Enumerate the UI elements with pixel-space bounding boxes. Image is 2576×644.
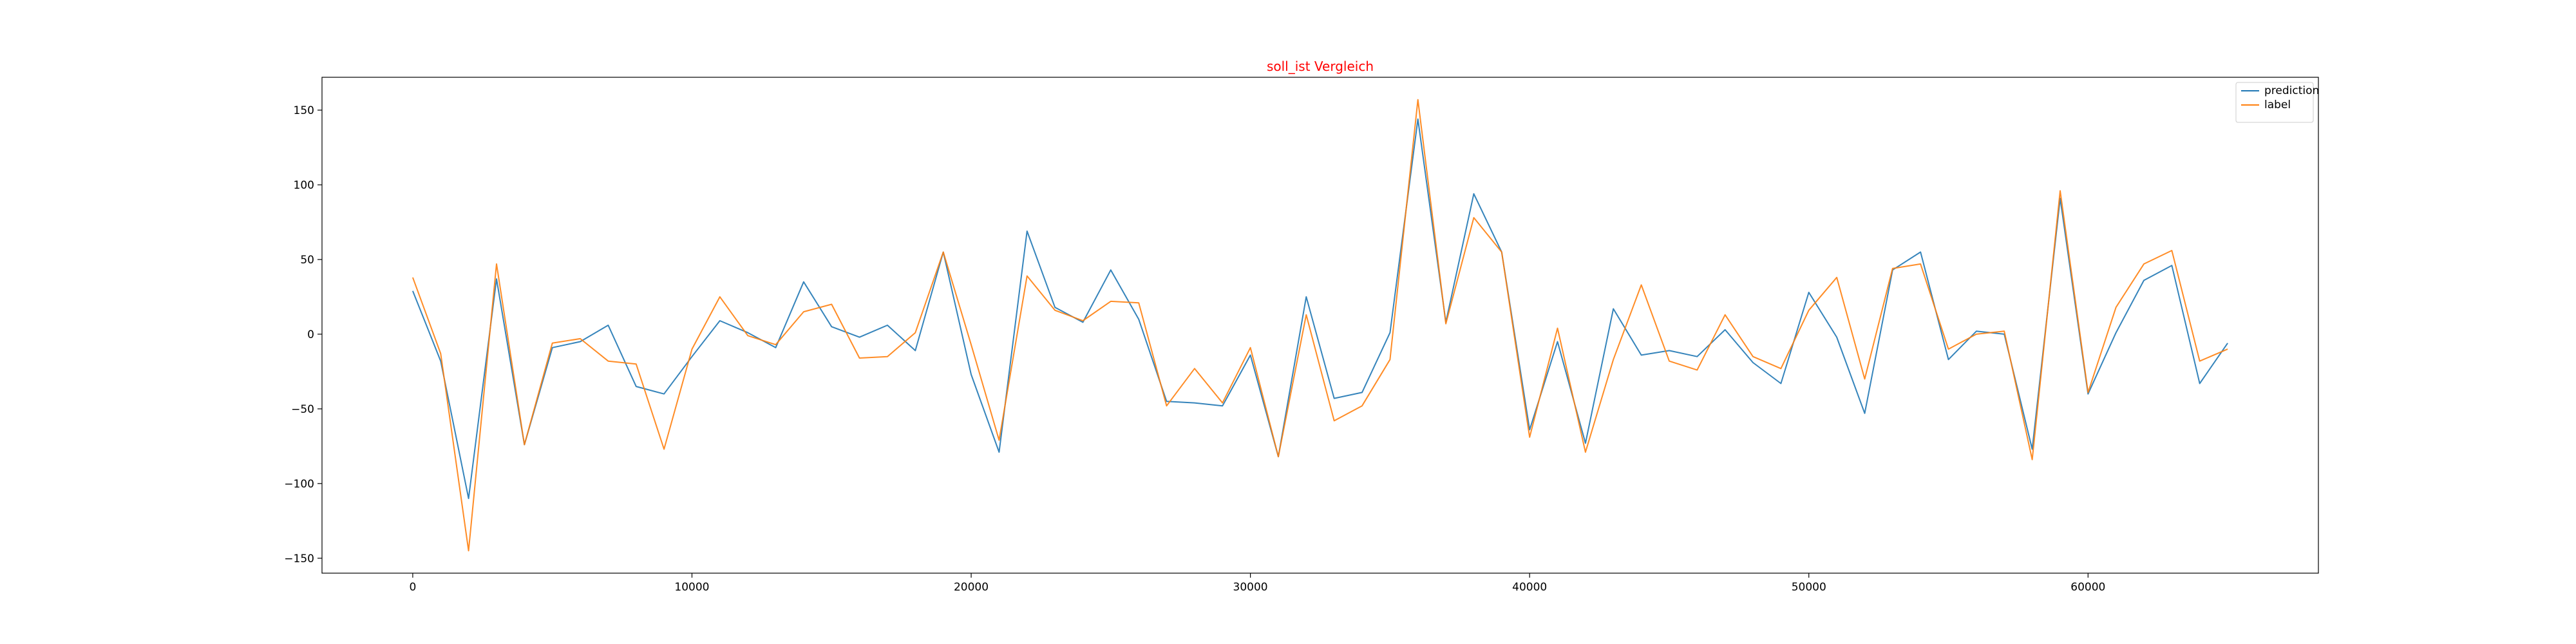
x-tick-label: 10000: [674, 581, 709, 594]
y-tick-label: −150: [284, 553, 314, 565]
legend: prediction label: [2235, 82, 2319, 123]
series-line-label: [412, 99, 2228, 552]
legend-label-prediction: prediction: [2264, 84, 2319, 97]
y-tick-label: 100: [294, 179, 314, 192]
y-axis: −150 −100 −50 0 50 100 150: [284, 104, 322, 565]
x-axis: 0 10000 20000 30000 40000 50000 60000: [409, 573, 2105, 594]
series-layer: [412, 99, 2228, 552]
x-tick-label: 30000: [1233, 581, 1268, 594]
chart-title: soll_ist Vergleich: [1267, 59, 1374, 74]
x-tick-label: 20000: [954, 581, 989, 594]
x-tick-label: 60000: [2070, 581, 2105, 594]
x-tick-label: 40000: [1512, 581, 1547, 594]
x-tick-label: 50000: [1792, 581, 1826, 594]
legend-box: [2235, 82, 2314, 123]
y-tick-label: −50: [291, 403, 314, 416]
series-line-prediction: [412, 118, 2228, 499]
legend-label-label: label: [2264, 99, 2291, 111]
y-tick-label: 150: [294, 104, 314, 117]
y-tick-label: −100: [284, 478, 314, 491]
plot-frame: [321, 77, 2319, 574]
y-tick-label: 0: [307, 328, 314, 341]
y-tick-label: 50: [300, 254, 314, 267]
x-tick-label: 0: [409, 581, 416, 594]
